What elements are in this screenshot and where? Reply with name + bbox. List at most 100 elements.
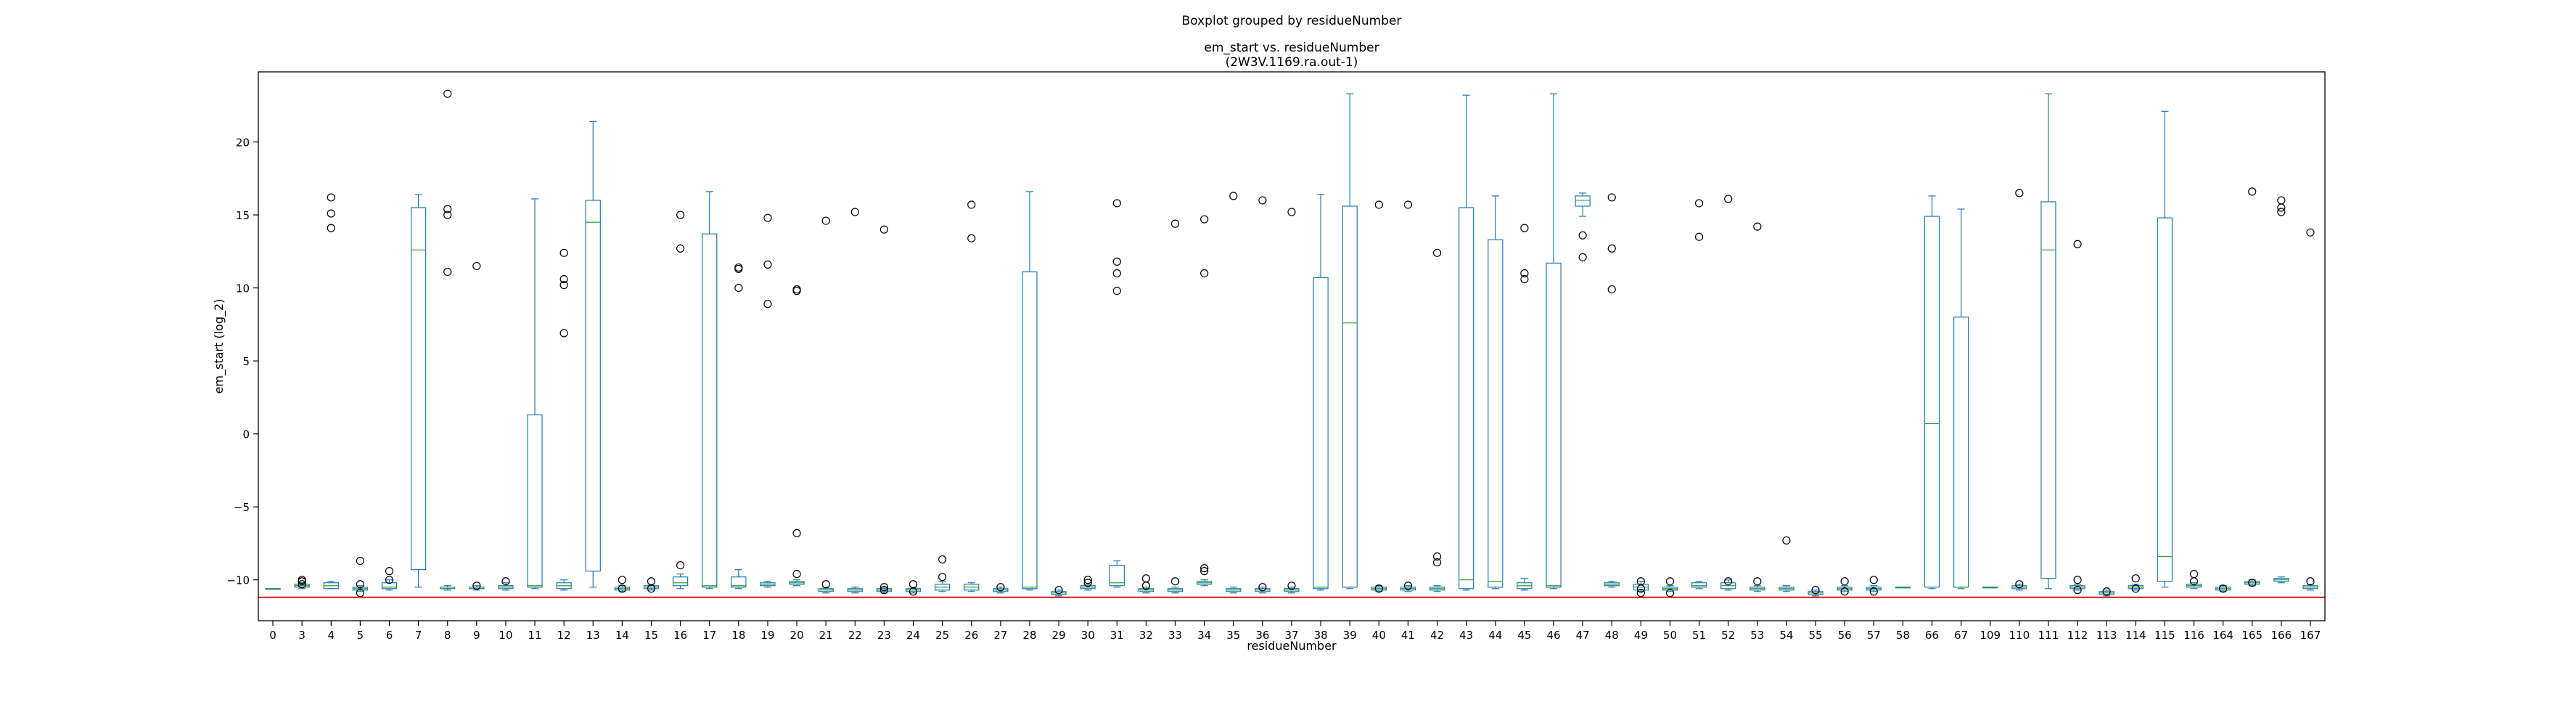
outlier-point: [792, 570, 801, 579]
x-tick-label: 34: [1197, 629, 1211, 642]
outlier-point: [356, 580, 364, 589]
outlier-point: [1432, 558, 1442, 567]
box-group: [1720, 195, 1736, 591]
box-group: [1895, 587, 1911, 589]
x-tick-label: 10: [499, 629, 512, 642]
box-group: [1197, 215, 1213, 587]
x-tick-label: 29: [1052, 629, 1066, 642]
box-group: [556, 248, 572, 591]
outlier-point: [1200, 567, 1209, 576]
chart-title-line1: em_start vs. residueNumber: [1204, 41, 1379, 55]
outlier-point: [472, 582, 481, 590]
outlier-point: [1112, 286, 1121, 295]
outlier-point: [2277, 196, 2286, 205]
box: [673, 576, 689, 587]
box: [1022, 271, 1038, 590]
x-tick-label: 26: [964, 629, 978, 642]
x-tick-label: 109: [1980, 629, 2001, 642]
outlier-point: [1840, 587, 1849, 596]
x-tick-label: 12: [557, 629, 571, 642]
outlier-point: [1229, 192, 1238, 200]
box-group: [2070, 240, 2085, 595]
box-group: [498, 577, 514, 591]
x-tick-label: 41: [1401, 629, 1415, 642]
box-group: [1167, 219, 1184, 594]
y-tick-label: 20: [236, 136, 250, 150]
x-tick-label: 39: [1343, 629, 1357, 642]
outlier-point: [792, 286, 801, 295]
x-tick-label: 58: [1896, 629, 1910, 642]
outlier-point: [1520, 224, 1529, 232]
box-group: [643, 577, 660, 593]
box-group: [2157, 110, 2173, 588]
outlier-point: [1840, 577, 1849, 586]
box-group: [673, 211, 689, 590]
x-tick-label: 3: [298, 629, 305, 642]
outlier-point: [2248, 579, 2257, 587]
box-group: [585, 121, 601, 588]
outlier-point: [1112, 199, 1121, 208]
x-tick-label: 16: [673, 629, 687, 642]
outlier-point: [2306, 228, 2315, 237]
x-tick-label: 116: [2183, 629, 2204, 642]
box-group: [1982, 587, 1998, 589]
outlier-point: [1083, 579, 1092, 587]
box-group: [1138, 574, 1154, 594]
outlier-point: [763, 213, 772, 222]
x-tick-label: 8: [444, 629, 451, 642]
x-tick-label: 165: [2241, 629, 2263, 642]
box-group: [818, 216, 834, 594]
box: [381, 582, 398, 590]
outlier-point: [2306, 577, 2315, 586]
box-group: [1546, 93, 1562, 590]
y-axis-label: em_start (log_2): [212, 299, 226, 394]
outlier-point: [1869, 587, 1878, 596]
outlier-point: [2131, 574, 2140, 583]
outlier-point: [2073, 576, 2082, 584]
outlier-point: [443, 211, 452, 219]
box-group: [935, 555, 951, 592]
x-tick-label: 21: [819, 629, 833, 642]
outlier-point: [1811, 586, 1820, 595]
outlier-point: [2189, 570, 2199, 579]
x-tick-label: 23: [877, 629, 891, 642]
x-tick-label: 31: [1110, 629, 1124, 642]
box: [1313, 277, 1329, 590]
outlier-point: [676, 560, 685, 570]
outlier-point: [1578, 231, 1587, 240]
box-group: [1924, 195, 1940, 590]
box: [1488, 239, 1504, 588]
x-tick-label: 57: [1867, 629, 1881, 642]
x-tick-label: 110: [2009, 629, 2030, 642]
y-tick-label: −10: [226, 574, 250, 587]
box-group: [789, 285, 805, 587]
outlier-point: [1782, 536, 1791, 545]
box-group: [2215, 584, 2231, 593]
box-group: [1488, 195, 1504, 590]
outlier-point: [1200, 269, 1209, 278]
outlier-point: [2248, 187, 2257, 196]
x-tick-label: 164: [2212, 629, 2234, 642]
outlier-point: [1636, 584, 1645, 593]
outlier-point: [618, 576, 627, 584]
box-group: [410, 194, 427, 588]
outlier-point: [821, 216, 830, 225]
box: [1924, 216, 1940, 588]
box-group: [1284, 208, 1300, 594]
x-tick-label: 47: [1576, 629, 1590, 642]
box: [1953, 317, 1969, 588]
outlier-point: [1520, 274, 1529, 284]
box-group: [1051, 586, 1067, 597]
x-tick-label: 7: [415, 629, 422, 642]
x-tick-label: 35: [1226, 629, 1240, 642]
x-tick-label: 14: [615, 629, 629, 642]
x-tick-label: 18: [731, 629, 745, 642]
x-tick-label: 53: [1750, 629, 1764, 642]
box-group: [847, 208, 863, 594]
x-tick-label: 55: [1808, 629, 1822, 642]
outlier-point: [1607, 285, 1616, 294]
x-tick-label: 4: [328, 629, 335, 642]
outlier-point: [2277, 208, 2286, 216]
